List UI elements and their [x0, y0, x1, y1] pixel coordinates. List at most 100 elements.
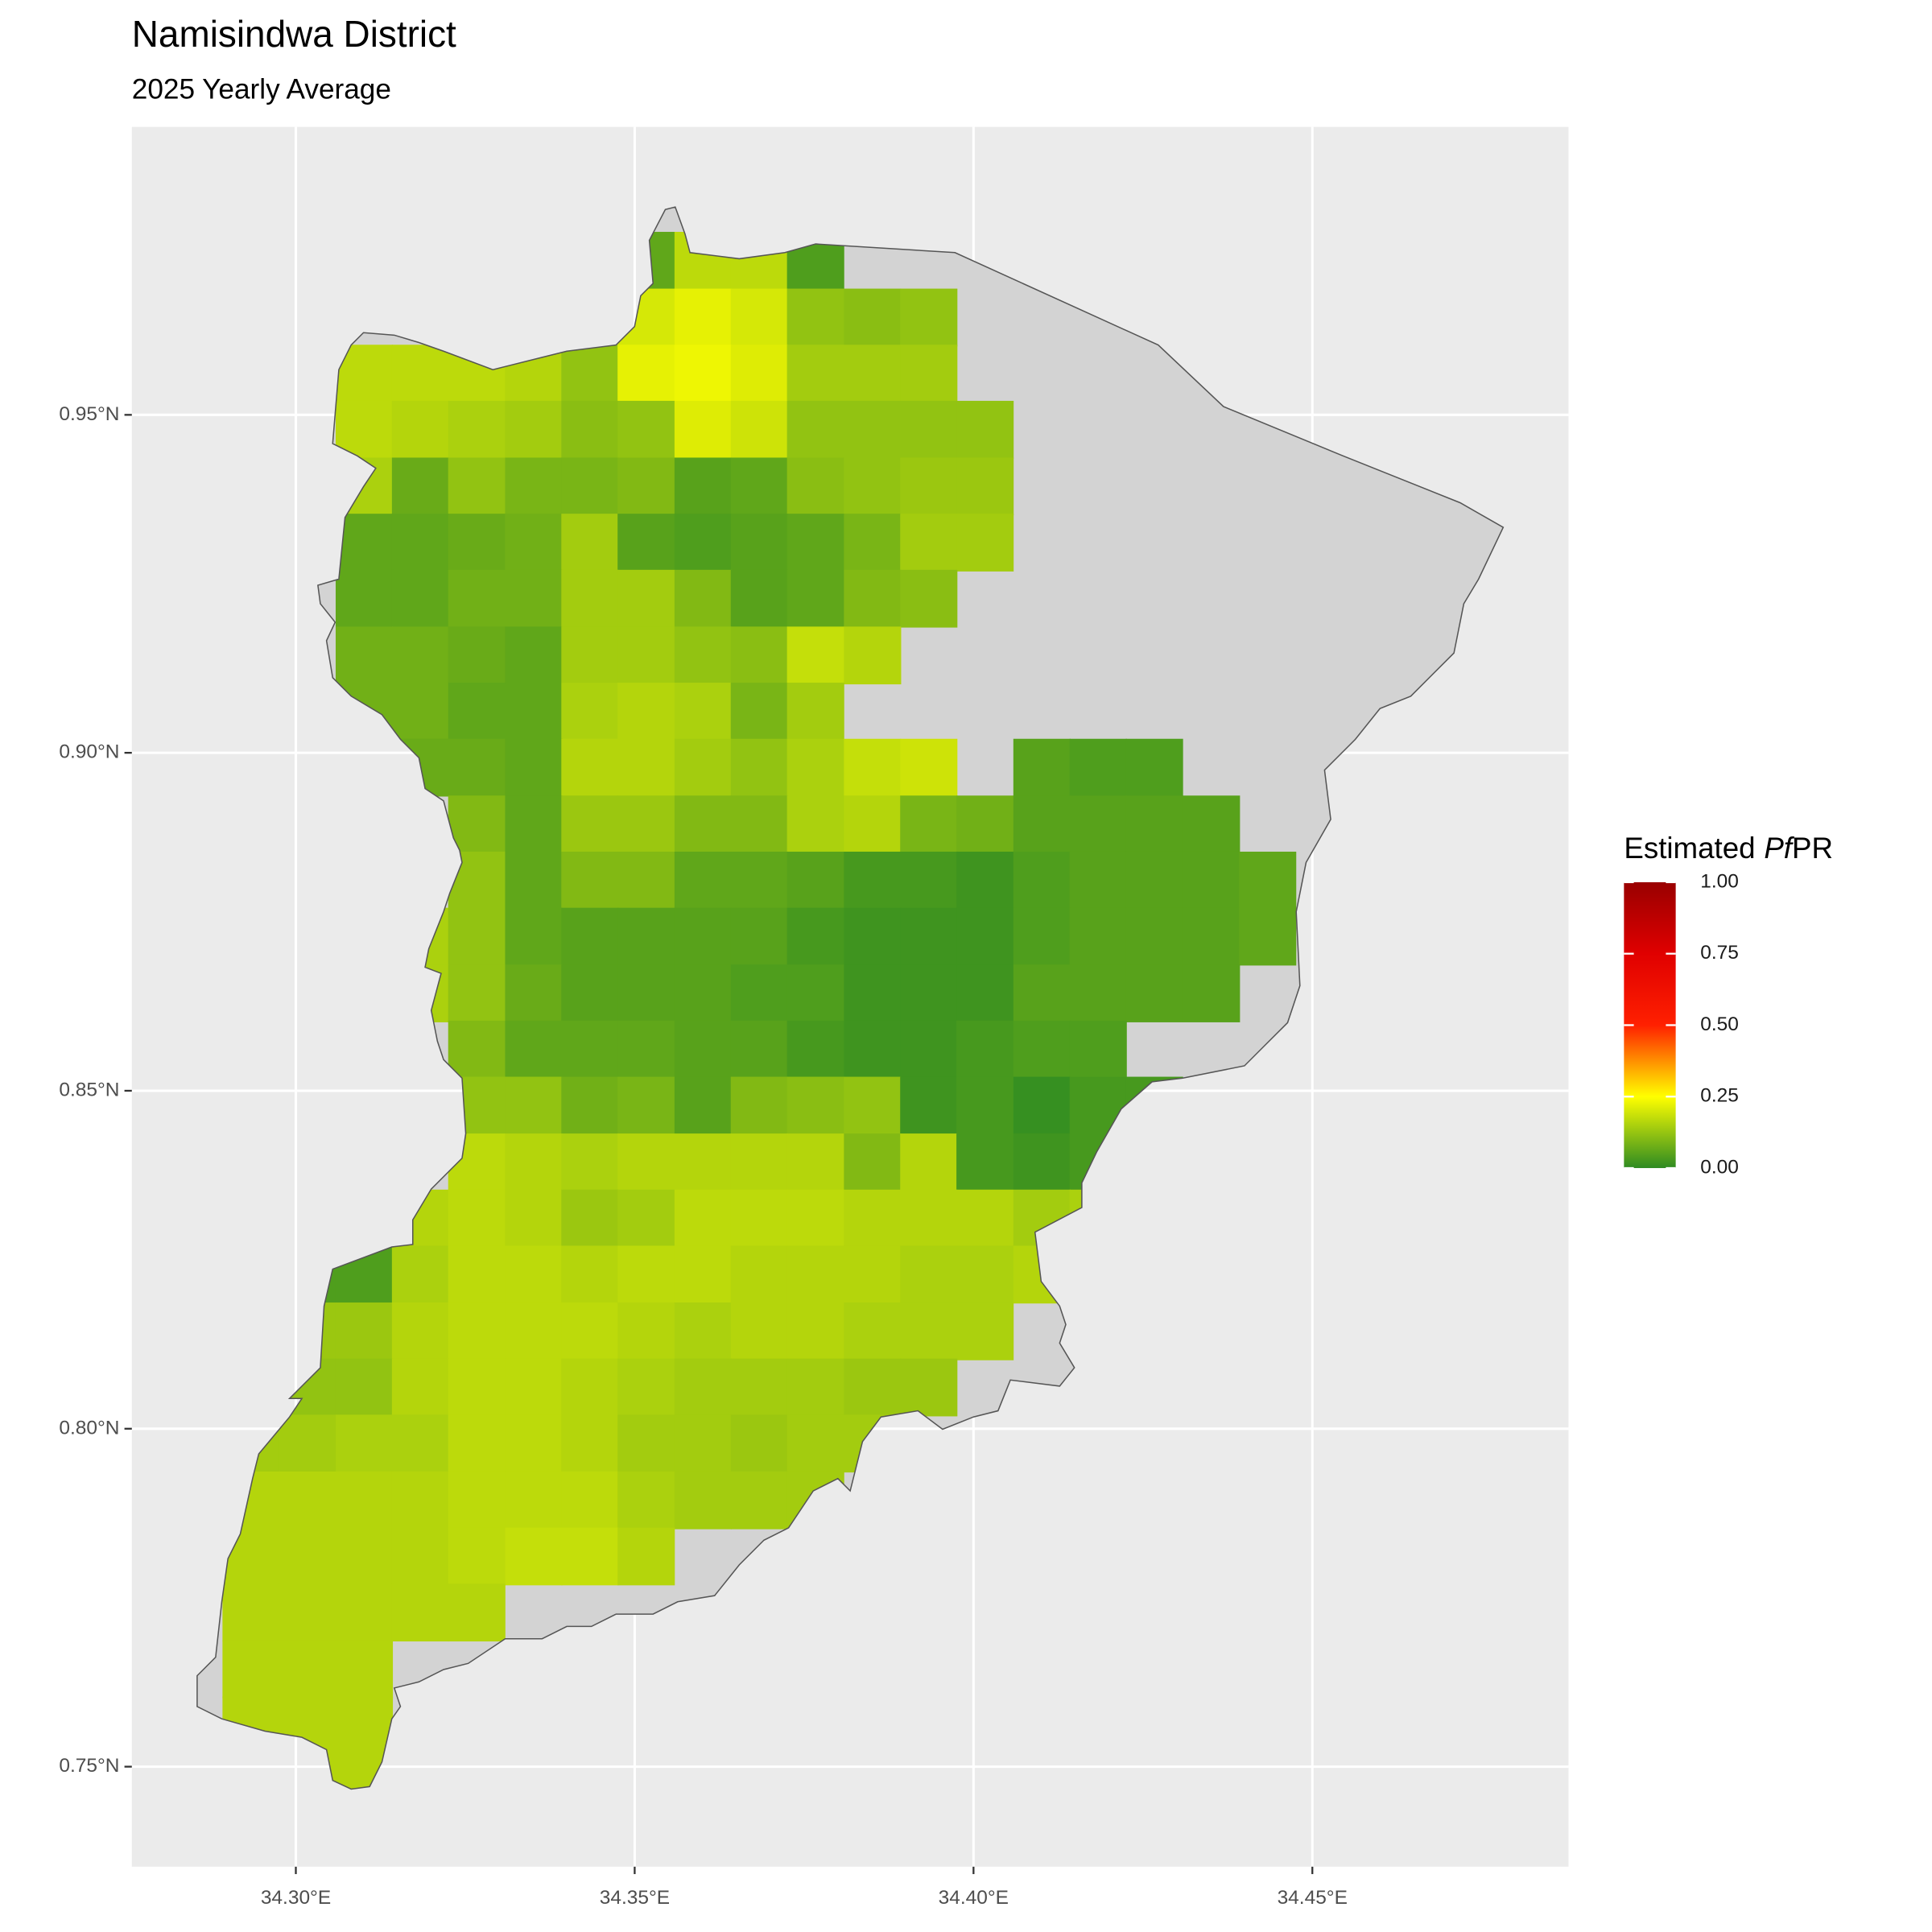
raster-cell	[844, 1020, 902, 1079]
raster-cell	[335, 1583, 394, 1642]
raster-cell	[674, 1414, 732, 1473]
raster-cell	[730, 1302, 788, 1360]
raster-cell	[730, 1076, 788, 1135]
raster	[222, 232, 1297, 1790]
raster-cell	[617, 1358, 675, 1417]
raster-cell	[844, 795, 902, 854]
raster-cell	[279, 1640, 336, 1699]
chart-title: Namisindwa District	[132, 13, 456, 55]
legend: Estimated PfPR 0.00 0.25 0.50 0.75 1.00	[1624, 832, 1833, 1178]
raster-cell	[617, 851, 675, 910]
raster-cell	[1013, 1133, 1071, 1191]
raster-cell	[505, 1076, 563, 1135]
legend-tick-label: 0.00	[1700, 1156, 1739, 1178]
raster-cell	[844, 1358, 902, 1417]
raster-cell	[1125, 907, 1183, 966]
raster-cell	[900, 514, 958, 572]
raster-cell	[617, 400, 675, 459]
raster-cell	[561, 964, 619, 1022]
raster-cell	[844, 457, 902, 516]
raster-cell	[730, 851, 788, 910]
raster-cell	[844, 1133, 902, 1191]
raster-cell	[617, 1189, 675, 1248]
raster-cell	[505, 1527, 563, 1586]
raster-cell	[561, 345, 619, 402]
raster-cell	[786, 851, 844, 910]
raster-cell	[674, 738, 732, 797]
raster-cell	[730, 1245, 788, 1304]
raster-cell	[674, 569, 732, 628]
raster-cell	[505, 569, 563, 628]
raster-cell	[956, 400, 1014, 459]
raster-cell	[391, 1527, 449, 1586]
raster-cell	[786, 1414, 844, 1473]
legend-title: Estimated PfPR	[1624, 832, 1833, 865]
raster-cell	[391, 457, 449, 516]
raster-cell	[561, 1302, 619, 1360]
raster-cell	[561, 626, 619, 685]
raster-cell	[674, 1189, 732, 1248]
raster-cell	[505, 795, 563, 854]
raster-cell	[956, 851, 1014, 910]
raster-cell	[1013, 738, 1071, 797]
raster-cell	[1183, 964, 1241, 1022]
raster-cell	[786, 795, 844, 854]
raster-cell	[448, 569, 506, 628]
raster-cell	[505, 514, 563, 572]
raster-cell	[900, 569, 958, 628]
raster-cell	[617, 1471, 675, 1530]
raster-cell	[335, 514, 394, 572]
raster-cell	[391, 1358, 449, 1417]
raster-cell	[844, 400, 902, 459]
raster-cell	[730, 795, 788, 854]
raster-cell	[617, 683, 675, 741]
raster-cell	[900, 851, 958, 910]
raster-cell	[900, 907, 958, 966]
raster-cell	[786, 288, 844, 347]
y-tick-label: 0.75°N	[59, 1755, 119, 1777]
raster-cell	[505, 851, 563, 910]
raster-cell	[900, 1189, 958, 1248]
raster-cell	[448, 400, 506, 459]
raster-cell	[674, 288, 732, 347]
raster-cell	[786, 400, 844, 459]
x-tick-label: 34.40°E	[939, 1887, 1009, 1909]
raster-cell	[900, 738, 958, 797]
raster-cell	[956, 1245, 1014, 1304]
raster-cell	[561, 1245, 619, 1304]
raster-cell	[674, 851, 732, 910]
raster-cell	[448, 1583, 506, 1642]
raster-cell	[448, 1245, 506, 1304]
raster-cell	[844, 907, 902, 966]
raster-cell	[391, 569, 449, 628]
raster-cell	[786, 1133, 844, 1191]
raster-cell	[335, 626, 394, 685]
raster-cell	[674, 626, 732, 685]
raster-cell	[448, 795, 506, 854]
raster-cell	[1013, 851, 1071, 910]
raster-cell	[956, 1133, 1014, 1191]
raster-cell	[730, 1414, 788, 1473]
legend-tick-label: 1.00	[1700, 870, 1739, 892]
raster-cell	[900, 457, 958, 516]
raster-cell	[1125, 795, 1183, 854]
chart-subtitle: 2025 Yearly Average	[132, 74, 391, 105]
raster-cell	[391, 345, 449, 402]
raster-cell	[561, 1414, 619, 1473]
raster-cell	[335, 1358, 394, 1417]
raster-cell	[844, 514, 902, 572]
raster-cell	[730, 457, 788, 516]
raster-cell	[1125, 851, 1183, 910]
raster-cell	[1069, 907, 1127, 966]
raster-cell	[561, 514, 619, 572]
raster-cell	[561, 1471, 619, 1530]
raster-cell	[674, 1358, 732, 1417]
raster-cell	[222, 1640, 280, 1699]
raster-cell	[844, 1245, 902, 1304]
raster-cell	[730, 1020, 788, 1079]
raster-cell	[617, 1245, 675, 1304]
raster-cell	[956, 457, 1014, 516]
raster-cell	[1183, 907, 1241, 966]
raster-cell	[1125, 738, 1183, 797]
raster-cell	[279, 1527, 336, 1586]
